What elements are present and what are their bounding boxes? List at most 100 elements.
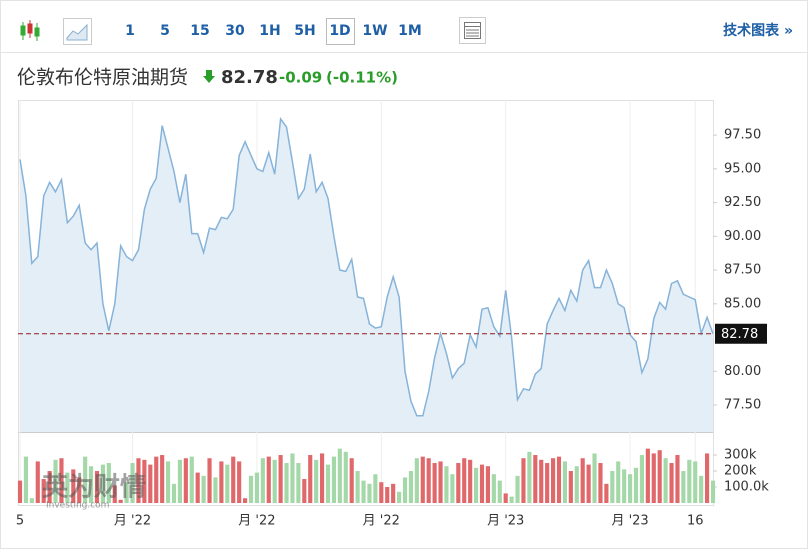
volume-bar: [432, 463, 437, 503]
volume-bar: [545, 463, 550, 503]
x-tick-label: 月 '22: [238, 514, 275, 529]
instrument-title: 伦敦布伦特原油期货: [17, 67, 188, 89]
volume-bar: [604, 483, 609, 503]
volume-bar: [456, 463, 461, 503]
y-tick-label: 97.50: [724, 128, 761, 143]
technical-chart-link[interactable]: 技术图表 »: [723, 22, 793, 39]
volume-bar: [207, 458, 212, 503]
volume-bar: [94, 471, 100, 503]
volume-bar: [231, 456, 236, 503]
interval-button[interactable]: 5: [160, 23, 170, 39]
y-tick-label: 95.00: [724, 161, 761, 176]
volume-bar: [705, 453, 710, 503]
price-change: -0.09: [279, 69, 322, 87]
interval-button[interactable]: 15: [190, 23, 209, 39]
plot-frame: [18, 100, 714, 506]
volume-bar: [533, 455, 538, 503]
volume-bar: [479, 464, 485, 503]
volume-bar: [693, 461, 698, 503]
volume-bar: [53, 459, 58, 503]
volume-bar: [59, 458, 64, 503]
volume-bar: [171, 483, 177, 503]
volume-bar: [622, 469, 627, 503]
interval-button[interactable]: 1: [125, 23, 135, 39]
x-tick-label: 16: [687, 514, 704, 529]
volume-bar: [124, 482, 129, 503]
volume-bar: [160, 455, 165, 503]
volume-bar: [438, 461, 443, 503]
volume-bar: [243, 498, 248, 503]
volume-bar: [592, 453, 597, 503]
volume-bar: [35, 461, 40, 503]
volume-bar: [361, 480, 366, 503]
volume-bar: [633, 467, 639, 503]
y-tick-label: 90.00: [724, 229, 761, 244]
volume-bar: [710, 480, 716, 503]
volume-bar: [29, 498, 34, 503]
volume-bar: [254, 472, 259, 503]
volume-bar: [669, 463, 674, 503]
volume-bar: [657, 450, 662, 503]
volume-bar: [539, 459, 544, 503]
volume-bar: [645, 448, 650, 503]
candlestick-icon[interactable]: [20, 20, 40, 41]
volume-bar: [497, 480, 502, 503]
volume-bar: [154, 456, 159, 503]
volume-bar: [136, 458, 141, 503]
volume-bar: [278, 455, 283, 503]
volume-tick-label: 100.0k: [724, 480, 769, 495]
down-arrow: [203, 70, 215, 83]
volume-tick-label: 200k: [724, 464, 757, 479]
interval-button[interactable]: 30: [225, 23, 245, 39]
volume-bar: [509, 496, 514, 503]
watermark: 英为财情: [42, 473, 146, 503]
volume-bar: [462, 458, 467, 503]
volume-bar: [47, 471, 52, 503]
interval-button[interactable]: 1H: [259, 23, 280, 39]
volume-bar: [23, 456, 28, 503]
volume-bar: [142, 459, 147, 503]
volume-bar: [355, 471, 360, 503]
x-tick-label: 5: [16, 514, 24, 529]
interval-button[interactable]: 1D: [329, 23, 350, 39]
last-price-box: [715, 323, 767, 344]
volume-bar: [574, 466, 579, 503]
volume-bar: [237, 461, 242, 503]
price-line: [19, 116, 714, 417]
volume-bar: [580, 458, 585, 503]
volume-tick-label: 300k: [724, 448, 757, 463]
volume-bar: [290, 453, 295, 503]
volume-bar: [65, 472, 70, 503]
last-price: 82.78: [221, 67, 278, 88]
y-tick-label: 87.50: [724, 263, 761, 278]
volume-bar: [166, 461, 171, 503]
volume-bar: [195, 472, 200, 503]
line-chart-icon: [66, 23, 88, 41]
price-area: [20, 118, 713, 433]
volume-bar: [598, 463, 603, 503]
volume-bar: [628, 474, 633, 503]
volume-bar: [308, 455, 313, 503]
volume-bar: [260, 458, 265, 503]
volume-bar: [485, 466, 490, 503]
volume-bar: [77, 477, 82, 503]
interval-button[interactable]: 1M: [398, 23, 422, 39]
last-price-label: 82.78: [721, 327, 758, 342]
volume-bar: [177, 459, 182, 503]
volume-bar: [450, 474, 455, 503]
volume-bar: [118, 499, 123, 503]
x-tick-label: 月 '22: [114, 514, 151, 529]
volume-bar: [343, 451, 348, 503]
table-icon: [464, 22, 481, 39]
interval-button[interactable]: 5H: [294, 23, 315, 39]
volume-bar: [17, 480, 23, 503]
volume-bar: [183, 458, 188, 503]
volume-bar: [385, 487, 390, 503]
y-tick-label: 80.00: [724, 364, 761, 379]
volume-bar: [610, 471, 615, 503]
interval-button[interactable]: 1W: [362, 23, 387, 39]
price-change-pct: (-0.11%): [326, 69, 398, 87]
volume-bar: [331, 456, 336, 503]
volume-bar: [687, 459, 692, 503]
